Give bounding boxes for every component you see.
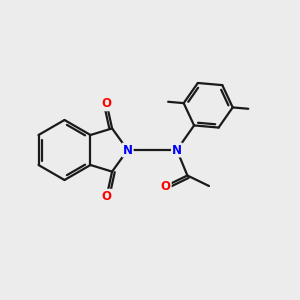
Text: N: N — [123, 143, 133, 157]
Text: O: O — [161, 179, 171, 193]
Text: O: O — [102, 190, 112, 203]
Text: O: O — [102, 97, 112, 110]
Text: N: N — [172, 143, 182, 157]
